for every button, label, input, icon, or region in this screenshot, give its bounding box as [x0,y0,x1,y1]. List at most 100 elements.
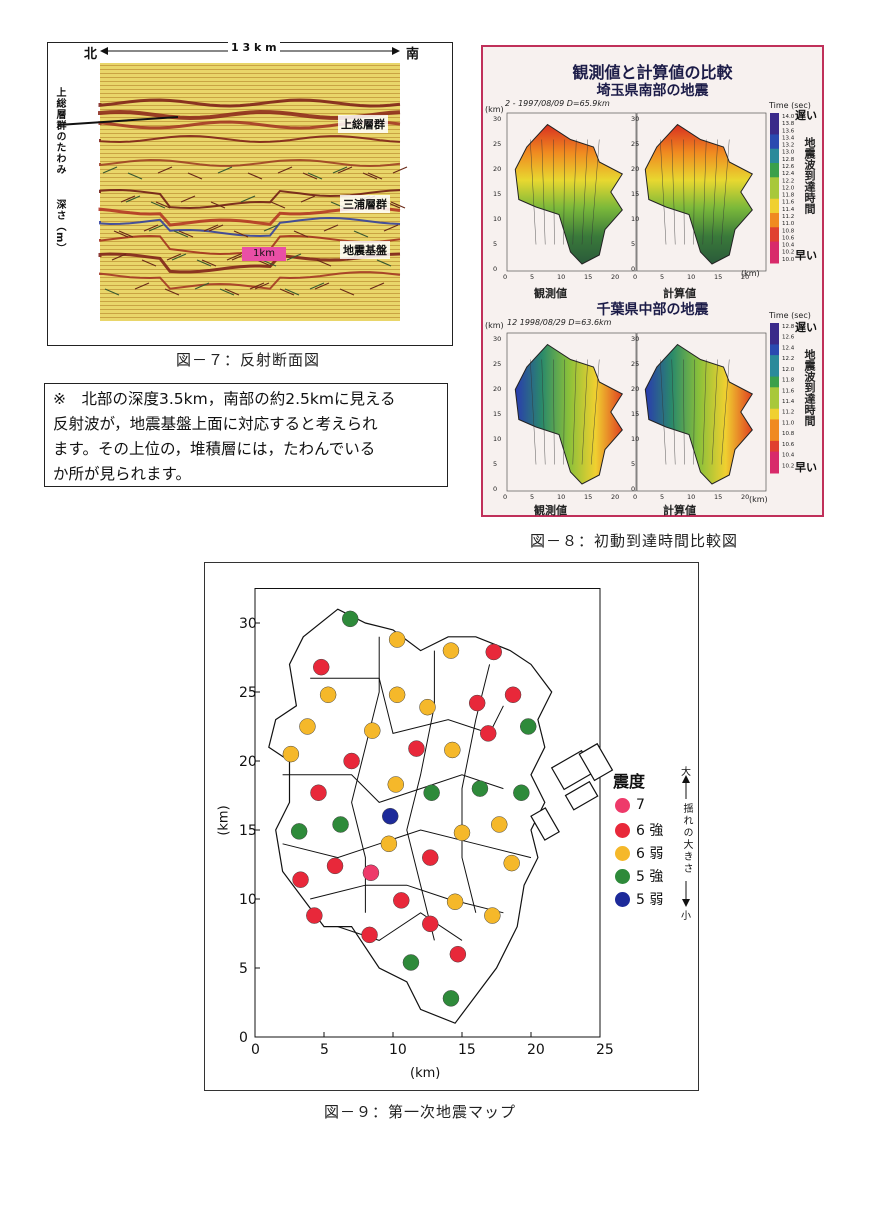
eq1-fast-label: 早い [795,249,817,262]
seismic-texture-stroke [171,253,187,261]
legend-item: 5 弱 [615,889,663,909]
seismic-texture-stroke [208,224,224,232]
seismic-texture-stroke [157,166,173,174]
eq1-scale-swatch [770,120,779,128]
seismic-section-image [57,47,408,321]
seismic-texture-stroke [249,282,265,290]
intensity-point [332,816,349,833]
flexure-note: 上総層群のたわみ [54,87,65,175]
eq2-scale-tick: 10.8 [782,431,795,437]
eq2-scale-swatch [770,365,779,378]
intensity-point [341,610,359,628]
ward-boundary [693,359,695,465]
legend-label: 6 弱 [636,846,664,862]
legend-swatch [615,797,630,813]
ward-boundary [702,359,707,465]
ward-boundary [406,650,435,941]
legend-label: 5 強 [636,869,664,885]
fig8-x-tick: 0 [633,273,637,281]
map-frame [636,332,767,492]
y-tick-label: 10 [239,892,257,908]
one-km-label: 1km [242,247,286,261]
seismic-texture-stroke [240,195,256,203]
legend-item: 5 強 [615,866,663,886]
fig8-x-tick: 20 [741,493,749,501]
seismic-texture-stroke [353,230,369,238]
eq2-fast-label: 早い [795,461,817,474]
seismic-texture-stroke [279,288,295,296]
seismic-texture-stroke [219,288,235,296]
fig8-y-tick: 30 [631,335,639,343]
intensity-point [361,926,378,944]
eq1-km-x-label: (km) [741,269,760,278]
ward-boundary [310,884,504,914]
y-axis-label: (km) [216,805,232,836]
legend-item: 6 強 [615,820,663,840]
seismic-texture-stroke [143,224,159,232]
intensity-point [387,776,405,793]
eq1-scale-swatch [770,170,779,178]
seismic-texture-stroke [226,253,242,261]
eq2-scale-tick: 10.2 [782,463,794,469]
eq2-scale-tick: 12.4 [782,345,795,351]
seismic-texture-stroke [127,172,143,180]
eq2-scale-tick: 11.4 [782,399,795,405]
fig8-x-tick: 15 [714,273,722,281]
eq1-title: 埼玉県南部の地震 [596,83,709,99]
intensity-point [282,745,300,763]
eq1-scale-swatch [770,213,779,221]
ward-boundary [282,774,504,803]
legend-title: 震度 [613,772,646,791]
seismic-texture-stroke [210,201,226,209]
intensity-point [310,784,327,801]
eq1-scale-swatch [770,155,779,164]
eq1-scale-tick: 11.2 [782,214,794,220]
ward-boundary [282,829,532,859]
eq2-slow-label: 遅い [795,321,817,334]
ward-boundary [563,139,565,245]
seismic-texture-stroke [300,195,316,203]
ward-boundary [711,359,718,465]
ward-boundary [572,139,577,245]
fig8-y-tick: 25 [493,360,501,368]
fig8-y-tick: 30 [631,115,639,123]
seismic-texture-stroke [339,288,355,296]
eq1-scale-tick: 13.4 [782,135,795,141]
intensity-point [442,642,460,659]
fig8-x-tick: 0 [503,273,507,281]
seismic-texture-stroke [148,224,164,232]
fig9-caption: 図－９：第一次地震マップ [324,1103,517,1121]
fig8-y-tick: 25 [493,140,501,148]
seismic-texture-stroke [150,201,166,209]
seismic-texture-stroke [217,166,233,174]
x-tick-label: 15 [458,1042,476,1058]
intensity-point [408,740,425,757]
eq2-scale-tick: 11.2 [782,410,794,416]
fig8-y-tick: 0 [493,485,497,493]
eq1-scale-tick: 13.6 [782,128,795,134]
fig8-y-tick: 5 [493,460,497,468]
legend-label: 7 [636,797,645,813]
seismic-texture-stroke [284,288,300,296]
seismic-texture-stroke [104,288,120,296]
seismic-texture-stroke [314,282,330,290]
fig8-y-tick: 25 [631,140,639,148]
eq1-scale-tick: 10.4 [782,243,795,249]
legend-item: 6 弱 [615,843,663,863]
eq2-scale-tick: 12.0 [782,367,795,373]
eq1-scale-tick: 10.6 [782,235,795,241]
seismic-texture-stroke [118,230,134,238]
fig8-y-tick: 30 [493,115,501,123]
fig8-y-tick: 15 [493,410,501,418]
seismic-texture-stroke [390,201,406,209]
plot-frame [254,588,601,1038]
seismic-texture-stroke [261,259,277,267]
intensity-point [312,658,330,676]
eq1-subtitle: 2 - 1997/08/09 D=65.9km [505,99,610,108]
seismic-texture-stroke [332,166,348,174]
seismic-texture-stroke [254,282,270,290]
seismic-texture-stroke [309,282,325,290]
eq1-scale-swatch [770,113,779,121]
intensity-point [422,915,439,933]
intensity-point [503,854,520,872]
